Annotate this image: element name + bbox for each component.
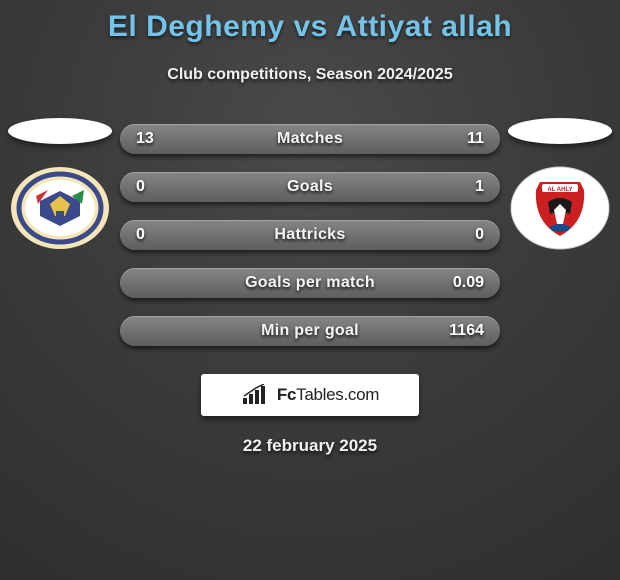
stat-right-value: 1164 [449, 322, 484, 340]
branding-text: FcTables.com [277, 385, 379, 405]
stat-row: Goals per match 0.09 [120, 268, 500, 298]
stat-right-value: 11 [467, 130, 484, 148]
club-right-logo: AL AHLY [510, 166, 610, 250]
player-left-placeholder [8, 118, 112, 144]
stat-left-value: 13 [136, 130, 154, 148]
stat-label: Goals per match [245, 274, 375, 292]
svg-text:AL AHLY: AL AHLY [547, 187, 572, 193]
subtitle: Club competitions, Season 2024/2025 [0, 66, 620, 84]
content-area: AL AHLY 13 Matches 11 0 Goals 1 0 Ha [0, 100, 620, 456]
club-right-crest-icon: AL AHLY [510, 166, 610, 250]
stat-label: Hattricks [274, 226, 345, 244]
club-left-crest-icon [10, 166, 110, 250]
player-left-column [0, 118, 120, 250]
stat-right-value: 0.09 [453, 274, 484, 292]
branding-light: Tables.com [296, 385, 379, 404]
stat-right-value: 0 [475, 226, 484, 244]
stat-row: 13 Matches 11 [120, 124, 500, 154]
stats-list: 13 Matches 11 0 Goals 1 0 Hattricks 0 Go… [120, 124, 500, 346]
comparison-infographic: El Deghemy vs Attiyat allah Club competi… [0, 0, 620, 580]
stat-left-value: 0 [136, 178, 145, 196]
club-left-logo [10, 166, 110, 250]
stat-row: 0 Goals 1 [120, 172, 500, 202]
stat-right-value: 1 [475, 178, 484, 196]
bar-chart-icon [241, 384, 271, 406]
stat-left-value: 0 [136, 226, 145, 244]
stat-label: Matches [277, 130, 343, 148]
branding-badge: FcTables.com [201, 374, 419, 416]
page-title: El Deghemy vs Attiyat allah [0, 0, 620, 44]
stat-label: Goals [287, 178, 333, 196]
player-right-placeholder [508, 118, 612, 144]
stat-label: Min per goal [261, 322, 359, 340]
branding-bold: Fc [277, 385, 296, 404]
stat-row: Min per goal 1164 [120, 316, 500, 346]
player-right-column: AL AHLY [500, 118, 620, 250]
stat-row: 0 Hattricks 0 [120, 220, 500, 250]
date-label: 22 february 2025 [0, 436, 620, 456]
